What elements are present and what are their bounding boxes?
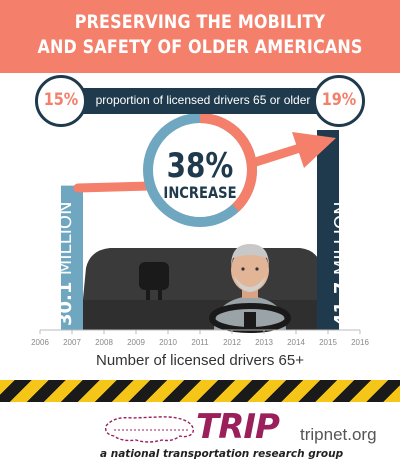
increase-percent: 38% [166, 146, 234, 186]
x-tick-label-2013: 2013 [255, 338, 273, 347]
bar-2015-value: 41.7 [331, 281, 352, 326]
increase-donut [143, 113, 257, 227]
x-tick-label-2014: 2014 [287, 338, 305, 347]
trip-logo: TRIP [196, 407, 280, 447]
title-banner [0, 0, 400, 73]
x-tick-label-2008: 2008 [95, 338, 113, 347]
bar-2007-label: 30.1 MILLION [55, 201, 76, 326]
end-percent-circle [313, 75, 365, 127]
x-tick-label-2007: 2007 [63, 338, 81, 347]
x-tick-label-2011: 2011 [191, 338, 209, 347]
x-tick-labels: 2006 2007 2008 2009 2010 2011 2012 2013 2014 2015… [31, 330, 369, 347]
bar-2015 [317, 130, 339, 330]
increase-word: INCREASE [163, 183, 237, 202]
logo-tagline: a national transportation research group [100, 448, 344, 460]
x-tick-label-2015: 2015 [319, 338, 337, 347]
website-link[interactable]: tripnet.org [300, 425, 377, 444]
increase-arc [143, 113, 257, 227]
end-percent: 19% [321, 90, 357, 110]
headrest-icon [139, 262, 169, 300]
proportion-label: proportion of licensed drivers 65 or old… [95, 93, 311, 107]
x-tick-label-2006: 2006 [31, 338, 49, 347]
x-tick-label-2012: 2012 [223, 338, 241, 347]
x-tick-label-2009: 2009 [127, 338, 145, 347]
proportion-pill [70, 88, 336, 114]
us-map-logo-icon [104, 416, 195, 443]
bar-2015-label: 41.7 MILLION [331, 201, 352, 326]
bar-2007-unit: MILLION [55, 201, 76, 276]
bar-2015-unit: MILLION [331, 201, 352, 276]
x-tick-label-2016: 2016 [351, 338, 369, 347]
x-axis-title: Number of licensed drivers 65+ [95, 352, 304, 369]
start-percent-circle [35, 75, 87, 127]
bar-2007 [61, 185, 83, 330]
title-line-2: AND SAFETY OF OLDER AMERICANS [37, 36, 363, 58]
car-interior-illustration [80, 244, 326, 333]
start-percent: 15% [43, 90, 79, 110]
hazard-stripe-divider [0, 380, 400, 402]
bar-2007-value: 30.1 [55, 281, 76, 326]
title-line-1: PRESERVING THE MOBILITY [74, 11, 326, 33]
x-tick-label-2010: 2010 [159, 338, 177, 347]
